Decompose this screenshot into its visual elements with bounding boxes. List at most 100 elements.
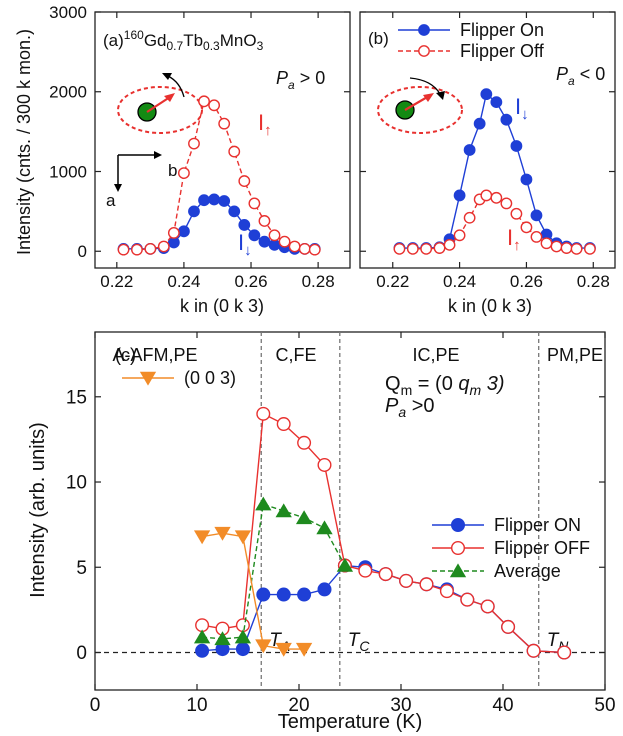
polarization: Pa > 0	[276, 68, 325, 92]
rotation-arrow	[409, 77, 441, 95]
marker	[235, 642, 250, 657]
series-line	[399, 92, 590, 249]
formula-part: Tb	[183, 31, 203, 50]
ann-sub: ↑	[264, 122, 272, 139]
marker	[208, 193, 221, 206]
arrow-head	[154, 151, 162, 159]
ann-symbol: I	[507, 225, 513, 250]
y-tick-label: 10	[66, 473, 87, 494]
plot-frame	[359, 11, 616, 269]
marker	[198, 95, 210, 108]
spin-arrow	[404, 95, 430, 111]
marker	[406, 242, 419, 255]
marker	[570, 242, 583, 255]
marker	[399, 573, 414, 588]
marker	[178, 225, 190, 238]
pol-rel: < 0	[575, 64, 606, 84]
marker	[248, 197, 261, 210]
marker	[419, 577, 434, 592]
marker	[248, 229, 261, 242]
marker	[418, 24, 430, 36]
marker	[510, 207, 523, 220]
x-tick-label: 10	[186, 695, 207, 716]
marker	[167, 227, 180, 239]
marker	[453, 189, 466, 202]
ann-symbol: I	[515, 94, 521, 119]
legend-label: Average	[494, 561, 561, 581]
marker	[500, 197, 513, 210]
formula-sub: 0.3	[203, 39, 220, 53]
wv-sub: m	[401, 382, 413, 398]
marker	[193, 629, 211, 644]
formula-sub: 0.7	[167, 39, 184, 53]
panel-title: (a)160Gd0.7Tb0.3MnO3	[103, 28, 264, 53]
legend-label: Flipper OFF	[494, 538, 590, 558]
marker	[258, 235, 271, 248]
marker	[520, 173, 533, 186]
polarization: Pa < 0	[556, 64, 605, 88]
panel-label: (b)	[368, 29, 389, 48]
marker	[520, 221, 533, 234]
marker	[195, 643, 210, 658]
y-tick-label: 0	[76, 643, 87, 664]
y-tick-label: 15	[66, 387, 87, 408]
wv-part: q	[458, 373, 469, 395]
pol-sub: a	[568, 74, 575, 88]
x-tick-label: 50	[594, 695, 615, 716]
marker	[490, 96, 503, 109]
marker	[393, 242, 406, 255]
wv-part: 3)	[481, 373, 504, 395]
marker	[258, 215, 271, 227]
arrow-head	[162, 73, 172, 80]
marker	[255, 639, 272, 654]
formula-part: Gd	[144, 31, 167, 50]
marker	[297, 587, 312, 602]
rotation-arrow	[167, 75, 185, 98]
marker	[510, 140, 523, 152]
marker	[193, 530, 211, 545]
label-symbol: T	[547, 630, 560, 651]
marker	[275, 642, 292, 657]
x-tick-label: 30	[390, 695, 411, 716]
x-tick-label: 0.24	[443, 272, 476, 291]
x-axis-title: Temperature (K)	[278, 711, 423, 733]
marker	[500, 113, 513, 126]
label-symbol: T	[348, 630, 361, 651]
spiral-ellipse	[377, 86, 463, 134]
y-tick-label: 2000	[49, 83, 87, 102]
ann-symbol: I	[238, 230, 244, 255]
marker	[255, 496, 272, 511]
x-axis-title: k in (0 k 3)	[180, 296, 264, 316]
marker	[144, 242, 157, 255]
marker	[480, 189, 493, 202]
x-axis-title: k in (0 k 3)	[448, 296, 532, 316]
wv-part: = (0	[412, 373, 458, 395]
y-tick-label: 0	[78, 242, 87, 261]
marker	[298, 242, 311, 255]
marker	[295, 642, 313, 657]
arrow-head	[436, 91, 445, 100]
marker	[208, 99, 221, 112]
wv-part: Q	[385, 373, 401, 395]
marker	[157, 240, 170, 253]
marker	[418, 45, 430, 57]
marker	[268, 229, 281, 242]
marker	[451, 541, 466, 556]
marker	[117, 243, 130, 256]
y-tick-label: 5	[76, 558, 87, 579]
marker	[480, 88, 493, 101]
wv-sub: m	[470, 382, 482, 398]
marker	[188, 205, 200, 218]
isotope: 160	[124, 28, 144, 42]
formula-part: MnO	[220, 31, 257, 50]
marker	[550, 240, 563, 253]
marker	[297, 435, 312, 450]
marker	[131, 243, 143, 256]
axis-name: b	[168, 161, 177, 180]
marker	[188, 137, 200, 150]
marker	[317, 582, 332, 597]
pol-sub: a	[398, 404, 406, 420]
marker	[449, 563, 467, 578]
